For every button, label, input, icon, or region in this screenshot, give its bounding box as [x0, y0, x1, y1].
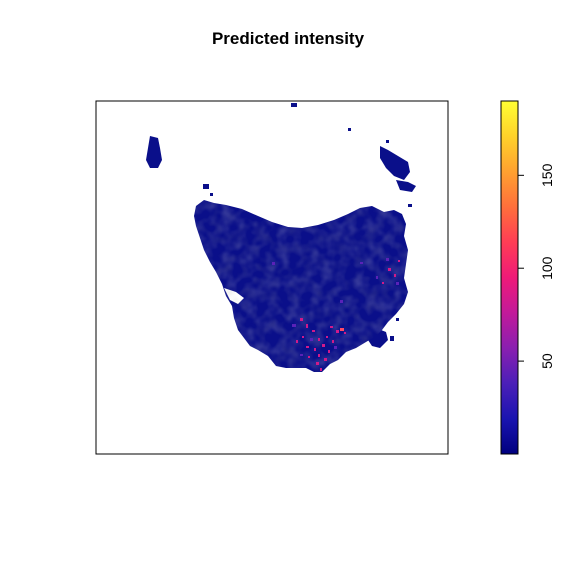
king-island	[146, 136, 162, 168]
hotspots	[296, 260, 400, 371]
colorbar-tick-label-100: 100	[539, 256, 555, 280]
islet-1	[291, 103, 297, 107]
islet-6	[408, 204, 412, 207]
islet-3	[348, 128, 351, 131]
islet-5	[210, 193, 213, 196]
colorbar-ticks: 50 100 150	[518, 163, 555, 369]
cape-barren-island	[396, 180, 416, 192]
tasmania-map	[146, 103, 416, 372]
colorbar-fill	[501, 101, 518, 454]
islet-8	[396, 318, 399, 321]
colorbar-tick-label-50: 50	[539, 353, 555, 369]
plot-title: Predicted intensity	[211, 29, 365, 48]
colorbar: 50 100 150	[500, 100, 555, 455]
islet-4	[386, 140, 389, 143]
flinders-island	[380, 146, 410, 180]
map-frame	[95, 100, 449, 455]
colorbar-tick-label-150: 150	[539, 163, 555, 187]
colorbar-frame	[500, 100, 519, 455]
moderate-zones	[272, 258, 399, 356]
islet-2	[203, 184, 209, 189]
islet-9	[390, 336, 394, 341]
